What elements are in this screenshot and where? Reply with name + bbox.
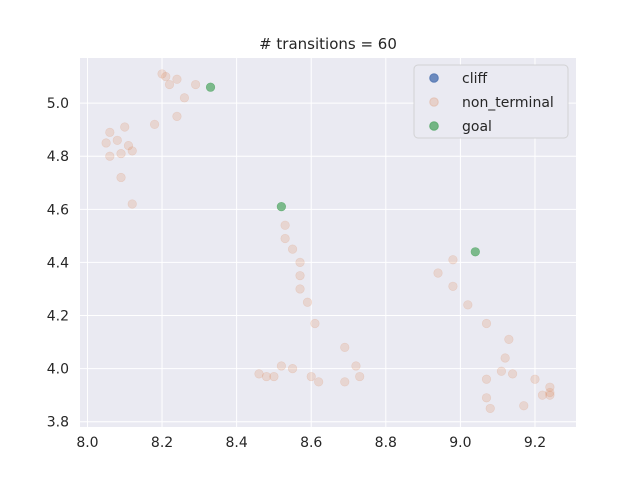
non_terminal-point	[157, 69, 167, 79]
non_terminal-point	[127, 199, 137, 209]
y-tick-label: 4.4	[47, 255, 69, 271]
non_terminal-point	[306, 371, 316, 382]
non_terminal-point	[280, 233, 290, 244]
non_terminal-point	[504, 334, 514, 344]
non_terminal-point	[116, 148, 126, 159]
non_terminal-point	[295, 284, 305, 294]
non_terminal-point	[545, 382, 555, 392]
non_terminal-point	[496, 366, 507, 376]
x-tick-label: 8.0	[76, 435, 98, 451]
chart-title: # transitions = 60	[259, 35, 397, 53]
non_terminal-point	[164, 79, 175, 90]
legend-label-goal: goal	[462, 119, 492, 135]
non_terminal-point	[287, 244, 298, 254]
non_terminal-point	[433, 268, 443, 278]
goal-point	[470, 247, 480, 257]
non_terminal-point	[310, 318, 320, 329]
non_terminal-point	[254, 369, 264, 379]
non_terminal-point	[172, 111, 182, 122]
non_terminal-point	[500, 353, 510, 363]
non_terminal-point	[351, 361, 361, 371]
non_terminal-point	[463, 300, 473, 310]
non_terminal-point	[295, 271, 305, 281]
non_terminal-point	[340, 377, 350, 387]
legend-box	[413, 64, 569, 139]
x-tick-label: 9.2	[524, 435, 546, 451]
x-tick-label: 8.2	[151, 435, 173, 451]
x-tick-label: 8.8	[375, 435, 397, 451]
y-tick-label: 5.0	[47, 96, 69, 112]
y-tick-label: 3.8	[47, 415, 69, 431]
non_terminal-point	[287, 363, 298, 374]
non_terminal-point	[149, 119, 160, 129]
legend-label-non_terminal: non_terminal	[462, 95, 554, 111]
non_terminal-point	[276, 361, 286, 371]
non_terminal-point	[179, 93, 190, 103]
grid-lines	[80, 58, 576, 427]
non_terminal-point	[172, 74, 182, 84]
legend-label-cliff: cliff	[462, 71, 487, 87]
non_terminal-point	[261, 371, 272, 382]
non_terminal-point	[481, 393, 492, 403]
non_terminal-point	[112, 135, 122, 145]
y-tick-label: 4.6	[47, 202, 69, 218]
non_terminal-point	[355, 371, 365, 382]
non_terminal-point	[448, 255, 458, 265]
non_terminal-point	[120, 122, 130, 132]
non_terminal-point	[530, 374, 540, 384]
non_terminal-point	[127, 146, 137, 156]
x-tick-label: 8.6	[300, 435, 322, 451]
non_terminal-point	[340, 342, 350, 352]
non_terminal-point	[485, 403, 495, 414]
x-tick-label: 9.0	[449, 435, 471, 451]
non_terminal-point	[280, 220, 290, 230]
y-tick-label: 4.0	[47, 362, 69, 378]
legend-marker-goal	[429, 121, 439, 131]
non_terminal-point	[101, 138, 111, 148]
non_terminal-point	[116, 172, 126, 183]
goal-point	[276, 202, 286, 212]
goal-point	[205, 82, 216, 92]
non_terminal-point	[105, 151, 115, 161]
y-axis-ticks: 3.8 4.0 4.2 4.4 4.6 4.8 5.0	[47, 96, 69, 431]
data-points	[101, 69, 555, 414]
non_terminal-point	[545, 387, 555, 398]
non_terminal-point	[545, 390, 555, 400]
y-tick-label: 4.8	[47, 149, 69, 165]
x-axis-ticks: 8.0 8.2 8.4 8.6 8.8 9.0 9.2	[76, 435, 546, 451]
x-tick-label: 8.4	[225, 435, 247, 451]
non_terminal-point	[295, 257, 305, 268]
non_terminal-point	[481, 374, 492, 384]
legend-marker-non_terminal	[429, 97, 439, 107]
non_terminal-point	[191, 79, 201, 90]
non_terminal-point	[448, 281, 458, 291]
non_terminal-point	[105, 127, 115, 137]
non_terminal-point	[537, 390, 548, 400]
legend-marker-cliff	[429, 73, 439, 83]
non_terminal-point	[314, 377, 324, 387]
non_terminal-point	[508, 369, 518, 379]
non_terminal-point	[269, 371, 279, 382]
non_terminal-point	[161, 71, 171, 82]
non_terminal-point	[481, 318, 492, 329]
non_terminal-point	[519, 401, 529, 411]
y-tick-label: 4.2	[47, 309, 69, 325]
non_terminal-point	[123, 141, 134, 151]
non_terminal-point	[302, 297, 313, 307]
